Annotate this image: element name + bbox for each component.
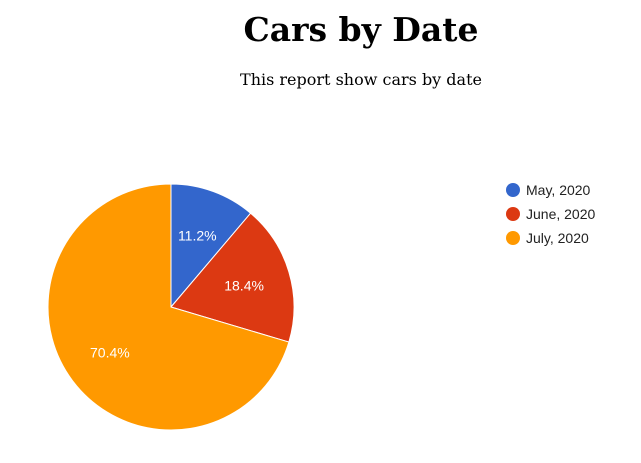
legend-marker-2 (506, 207, 520, 221)
page-subtitle: This report show cars by date (240, 70, 482, 89)
pie-slices (47, 183, 295, 431)
legend-marker-3 (506, 231, 520, 245)
legend-marker-1 (506, 183, 520, 197)
slice-labels: 11.2% 18.4% 70.4% (90, 227, 264, 360)
legend-label-3[interactable]: July, 2020 (526, 230, 589, 246)
page-title: Cars by Date (243, 10, 479, 49)
slice-label-3: 70.4% (90, 345, 130, 361)
pie-slice-1[interactable] (170, 183, 252, 309)
chart-legend: May, 2020 June, 2020 July, 2020 (506, 182, 595, 246)
pie-slice-3[interactable] (47, 183, 290, 431)
pie-slice-2[interactable] (170, 212, 295, 343)
slice-label-2: 18.4% (224, 277, 264, 293)
slice-label-1: 11.2% (178, 227, 217, 243)
legend-label-1[interactable]: May, 2020 (526, 182, 591, 198)
legend-label-2[interactable]: June, 2020 (526, 206, 595, 222)
